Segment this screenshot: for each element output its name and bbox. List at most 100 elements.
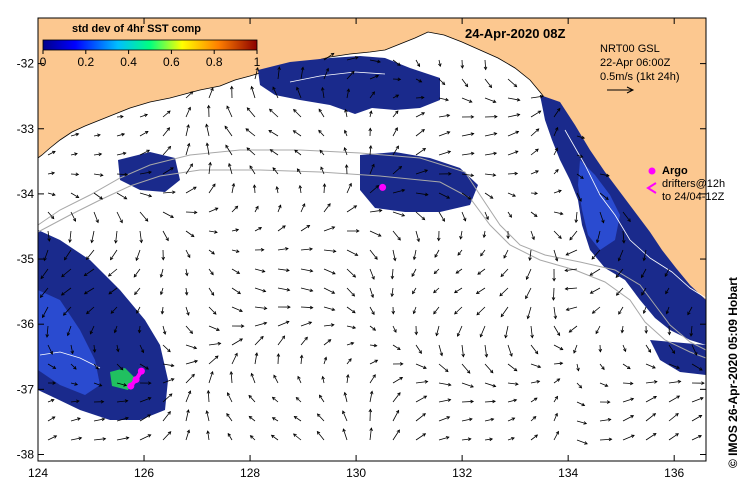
current-vector [530,344,539,354]
current-vector-head [107,273,112,277]
current-vector [61,268,72,277]
current-vector [369,391,373,403]
current-vector-head [302,203,306,207]
current-vector [254,322,267,327]
current-vector-head [353,205,358,209]
current-vector-head [114,239,118,244]
current-vector-head [557,107,561,112]
current-vector [116,116,124,118]
current-vector-head [534,350,539,355]
current-vector [162,146,171,156]
current-vector-head [252,184,257,188]
current-vector-head [214,355,219,359]
x-tick-label: 132 [452,466,472,480]
current-vector [231,287,241,294]
current-vector-head [205,123,209,128]
current-vector-head [249,165,253,169]
current-vector [273,375,279,384]
current-vector [369,145,372,156]
current-vector [415,344,422,354]
current-vector [47,211,55,219]
current-vector-head [186,409,190,413]
current-vector [553,190,562,194]
current-vector-head [627,218,631,223]
current-vector-head [642,310,647,314]
current-vector [503,249,509,259]
current-vector [318,108,325,118]
current-vector [622,211,631,222]
current-vector-head [500,273,505,278]
current-vector-head [489,195,494,199]
current-vector-head [551,297,556,301]
current-vector [206,410,210,422]
current-vector-head [605,196,609,201]
current-vector-head [123,196,128,200]
current-vector-head [604,383,609,387]
current-vector-head [321,375,325,380]
current-vector [415,363,427,369]
current-vector [438,363,449,372]
current-vector [553,362,563,365]
current-vector-head [348,358,352,362]
current-vector-head [52,365,57,369]
current-vector [300,225,310,232]
current-vector [270,149,279,156]
current-vector [43,249,49,261]
current-vector [162,167,174,175]
current-vector-head [271,396,276,401]
current-vector-head [537,364,542,369]
current-vector [224,126,233,137]
x-axis: 124 126 128 130 132 134 136 [28,18,685,480]
current-vector [507,382,519,385]
current-vector-head [514,150,519,154]
current-vector [461,418,473,422]
drifter-legend: Argo drifters@12h to 24/04-12Z [646,165,725,203]
current-vector [576,154,583,158]
current-vector [254,227,262,232]
current-vector-head [536,379,541,384]
current-vector [277,67,280,80]
current-vector [160,287,164,295]
current-vector [413,249,417,260]
current-vector-head [351,292,356,297]
current-vector [323,203,331,213]
current-vector [668,433,679,441]
current-vector [185,230,195,237]
current-vector [185,409,189,422]
current-vector [208,342,221,346]
current-vector [461,97,473,103]
current-vector [93,438,106,441]
current-vector [254,336,264,346]
current-vector-head [102,437,107,441]
current-vector [530,170,539,175]
current-vector-head [342,410,346,415]
current-vector [526,268,532,280]
current-vector [93,192,103,200]
current-vector-head [621,240,626,244]
current-vector [208,207,218,213]
current-vector-head [589,272,594,276]
current-vector-head [147,434,152,438]
drifter-layer [127,183,387,390]
current-vector-head [416,63,421,68]
current-vector-head [235,249,240,253]
current-vector-head [351,70,355,75]
current-vector-head [641,291,645,296]
current-vector-head [565,252,570,256]
current-vector [668,380,681,384]
current-vector-head [162,331,167,335]
current-vector-head [206,430,210,435]
current-vector [208,183,216,194]
current-vector-head [318,394,323,399]
current-vector-head [606,400,611,404]
current-vector [615,268,624,278]
current-vector-head [184,291,189,296]
current-vector [369,359,378,365]
current-vector-head [344,164,349,168]
current-vector-head [631,434,635,438]
current-vector [484,78,492,88]
current-vector [63,306,72,316]
current-vector [507,437,515,441]
current-vector-head [40,275,44,280]
current-vector-head [467,437,472,441]
